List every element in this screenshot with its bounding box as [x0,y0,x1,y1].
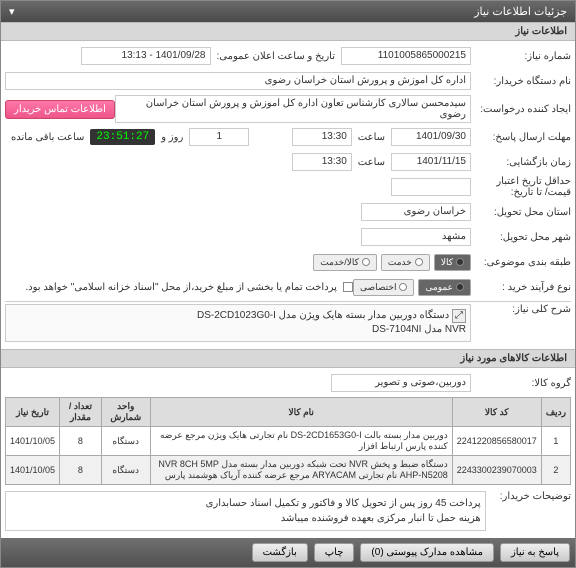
items-table: ردیف کد کالا نام کالا واحد شمارش تعداد /… [5,397,571,485]
radio-dot-icon [415,258,423,266]
cell-qty: 8 [60,456,102,485]
collapse-icon[interactable]: ▾ [9,5,15,18]
table-row: 1 2241220856580017 دوربین مدار بسته بالت… [6,427,571,456]
cell-date: 1401/10/05 [6,427,60,456]
purchase-note: پرداخت تمام یا بخشی از مبلغ خرید،از محل … [5,282,343,293]
lbl-org: نام دستگاه خریدار: [471,76,571,87]
lbl-purchase-type: نوع فرآیند خرید : [471,282,571,293]
cell-name: دوربین مدار بسته بالت DS-2CD1653G0-I نام… [150,427,452,456]
cell-unit: دستگاه [101,456,150,485]
radio-private[interactable]: اختصاصی [353,279,414,296]
lbl-title: شرح کلی نیاز: [471,304,571,315]
title-line1: دستگاه دوربین مدار بسته هایک ویژن مدل DS… [197,310,449,321]
cell-code: 2243300239070003 [452,456,541,485]
contact-button[interactable]: اطلاعات تماس خریدار [5,100,115,119]
val-province: خراسان رضوی [361,203,471,221]
cell-unit: دستگاه [101,427,150,456]
radio-dot-icon [399,283,407,291]
cell-idx: 1 [541,427,570,456]
val-requester: سیدمحسن سالاری کارشناس تعاون اداره کل ام… [115,95,471,123]
radio-khedmat[interactable]: خدمت [381,254,430,271]
lbl-deadline: مهلت ارسال پاسخ: [471,132,571,143]
val-announce: 1401/09/28 - 13:13 [81,47,211,65]
th-date: تاریخ نیاز [6,398,60,427]
commodity-radio-group: کالا خدمت کالا/خدمت [313,254,471,271]
need-form: شماره نیاز: 1101005865000215 تاریخ و ساع… [1,41,575,349]
lbl-group: گروه کالا: [471,378,571,389]
cell-date: 1401/10/05 [6,456,60,485]
lbl-day-and: روز و [155,132,189,143]
title-line2: NVR مدل DS-7104NI [372,324,466,335]
val-need-no: 1101005865000215 [341,47,471,65]
val-validity [391,178,471,196]
purchase-radio-group: عمومی اختصاصی [353,279,471,296]
lbl-buyer-desc: توضیحات خریدار: [486,491,571,502]
val-answers-date: 1401/11/15 [391,153,471,171]
separator [5,301,571,302]
val-group: دوربین،صوتی و تصویر [331,374,471,392]
radio-dot-icon [456,258,464,266]
lbl-validity: حداقل تاریخ اعتبار قیمت/ تا تاریخ: [471,176,571,198]
radio-dot-icon [362,258,370,266]
th-unit: واحد شمارش [101,398,150,427]
radio-both[interactable]: کالا/خدمت [313,254,377,271]
cell-idx: 2 [541,456,570,485]
cell-code: 2241220856580017 [452,427,541,456]
items-area: گروه کالا: دوربین،صوتی و تصویر ردیف کد ک… [1,368,575,538]
lbl-announce: تاریخ و ساعت اعلان عمومی: [211,51,342,62]
th-idx: ردیف [541,398,570,427]
main-panel: جزئیات اطلاعات نیاز ▾ اطلاعات نیاز شماره… [0,0,576,568]
val-org: اداره کل اموزش و پرورش استان خراسان رضوی [5,72,471,90]
radio-public[interactable]: عمومی [418,279,471,296]
lbl-answers: زمان بازگشایی: [471,157,571,168]
lbl-remaining: ساعت باقی مانده [5,132,90,143]
desc-line2: هزینه حمل تا انبار مرکزی بعهده فروشنده م… [281,513,481,524]
lbl-time-2: ساعت [352,157,391,168]
th-code: کد کالا [452,398,541,427]
title-box: ⤢ دستگاه دوربین مدار بسته هایک ویژن مدل … [5,304,471,342]
checkbox-treasury[interactable] [343,282,353,292]
val-deadline-date: 1401/09/30 [391,128,471,146]
section-need-info: اطلاعات نیاز [1,22,575,41]
reply-button[interactable]: پاسخ به نیاز [500,543,570,562]
lbl-need-no: شماره نیاز: [471,51,571,62]
val-answers-time: 13:30 [292,153,352,171]
val-city: مشهد [361,228,471,246]
panel-header: جزئیات اطلاعات نیاز ▾ [1,1,575,22]
cell-qty: 8 [60,427,102,456]
cell-name: دستگاه ضبط و پخش NVR تحت شبکه دوربین مدا… [150,456,452,485]
footer-bar: پاسخ به نیاز مشاهده مدارک پیوستی (0) چاپ… [1,538,575,567]
table-header-row: ردیف کد کالا نام کالا واحد شمارش تعداد /… [6,398,571,427]
lbl-province: استان محل تحویل: [471,207,571,218]
lbl-commodity: طبقه بندی موضوعی: [471,257,571,268]
lbl-time-1: ساعت [352,132,391,143]
radio-dot-icon [456,283,464,291]
val-remain-days: 1 [189,128,249,146]
back-button[interactable]: بازگشت [252,543,308,562]
val-deadline-time: 13:30 [292,128,352,146]
th-qty: تعداد / مقدار [60,398,102,427]
lbl-requester: ایجاد کننده درخواست: [471,104,571,115]
th-name: نام کالا [150,398,452,427]
desc-line1: پرداخت 45 روز پس از تحویل کالا و فاکتور … [206,498,481,509]
section-items: اطلاعات کالاهای مورد نیاز [1,349,575,368]
print-button[interactable]: چاپ [314,543,355,562]
countdown-clock: 23:51:27 [90,129,155,145]
expand-icon[interactable]: ⤢ [452,309,466,323]
table-row: 2 2243300239070003 دستگاه ضبط و پخش NVR … [6,456,571,485]
radio-kala[interactable]: کالا [434,254,471,271]
panel-title: جزئیات اطلاعات نیاز [474,5,567,18]
lbl-city: شهر محل تحویل: [471,232,571,243]
buyer-desc-box: پرداخت 45 روز پس از تحویل کالا و فاکتور … [5,491,486,531]
attachments-button[interactable]: مشاهده مدارک پیوستی (0) [360,543,494,562]
